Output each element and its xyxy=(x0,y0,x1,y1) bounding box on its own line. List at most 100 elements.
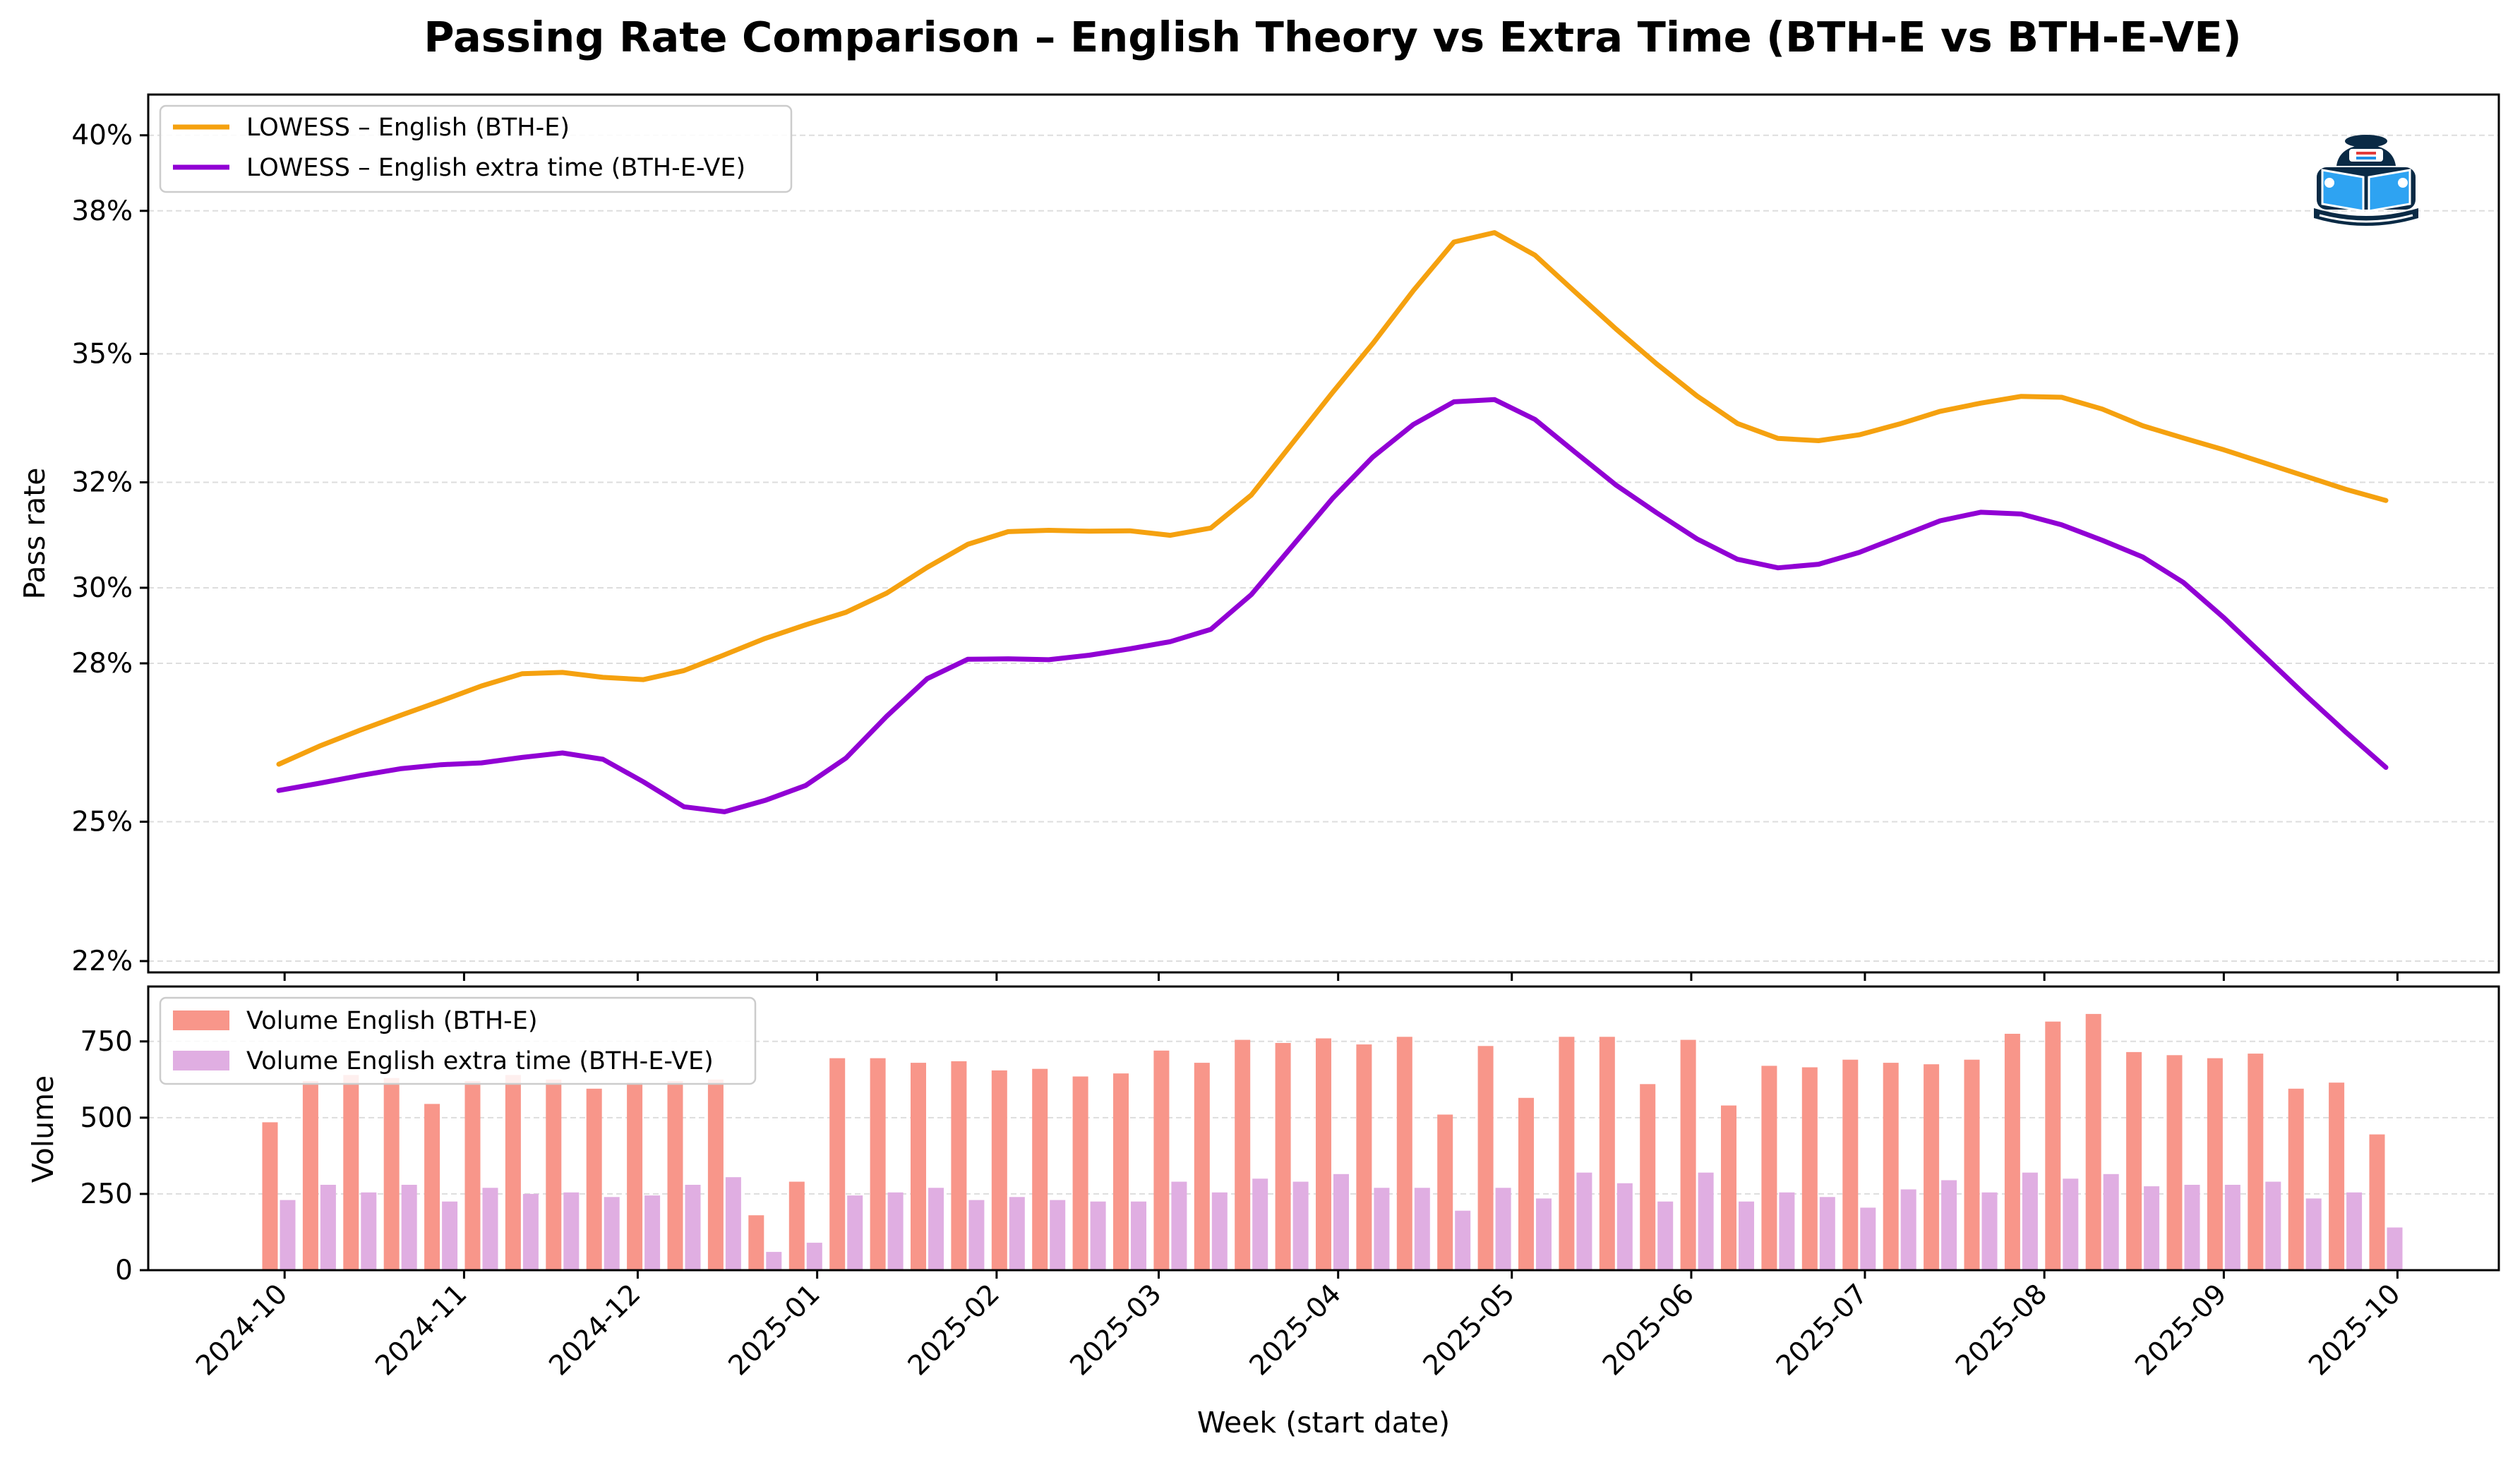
volume-bar-english xyxy=(1761,1066,1777,1270)
volume-bar-english xyxy=(1842,1059,1859,1270)
volume-bar-extra-time xyxy=(1090,1201,1106,1270)
volume-bar-extra-time xyxy=(2265,1181,2281,1270)
volume-bar-english xyxy=(424,1104,440,1270)
pass-rate-axes-frame xyxy=(147,93,2500,974)
volume-bar-english xyxy=(2288,1088,2304,1270)
volume-bar-english xyxy=(748,1215,764,1270)
volume-bar-english xyxy=(262,1122,278,1270)
volume-bar-extra-time xyxy=(482,1188,498,1270)
volume-bar-extra-time xyxy=(2387,1227,2403,1270)
volume-bar-extra-time xyxy=(1779,1192,1795,1270)
volume-bar-english xyxy=(911,1063,926,1270)
x-tick-label: 2024-12 xyxy=(543,1278,647,1382)
volume-y-tick-label: 250 xyxy=(80,1178,133,1210)
x-tick-label: 2025-07 xyxy=(1770,1278,1874,1382)
volume-y-tick-label: 750 xyxy=(80,1026,133,1058)
volume-bar-extra-time xyxy=(1292,1181,1309,1270)
volume-y-tick-label: 500 xyxy=(80,1102,133,1134)
volume-bars xyxy=(262,1013,2403,1270)
volume-bar-extra-time xyxy=(2305,1198,2322,1270)
pass-rate-lines xyxy=(276,230,2389,814)
volume-bar-extra-time xyxy=(1941,1180,1957,1270)
volume-bar-extra-time xyxy=(968,1200,985,1270)
volume-bar-extra-time xyxy=(1616,1183,1633,1270)
volume-bar-extra-time xyxy=(928,1188,944,1270)
volume-bar-english xyxy=(2248,1054,2264,1270)
volume-bar-extra-time xyxy=(1009,1197,1025,1270)
volume-bar-english xyxy=(2004,1034,2020,1270)
volume-bar-extra-time xyxy=(1374,1188,1390,1270)
volume-bar-english xyxy=(1316,1038,1331,1270)
volume-bar-extra-time xyxy=(1657,1201,1674,1270)
volume-bar-extra-time xyxy=(1455,1210,1471,1270)
volume-bar-english xyxy=(707,1079,724,1270)
volume-bar-english xyxy=(1801,1067,1818,1270)
pass-rate-y-tick-label: 32% xyxy=(71,467,133,499)
volume-bar-english xyxy=(1275,1043,1291,1270)
volume-bar-extra-time xyxy=(361,1192,377,1270)
volume-axes-frame xyxy=(147,985,2500,1272)
x-tick-label: 2025-08 xyxy=(1950,1278,2053,1382)
volume-bar-extra-time xyxy=(1252,1178,1268,1270)
volume-bar-english xyxy=(2045,1021,2061,1270)
volume-bar-english xyxy=(1477,1046,1494,1270)
volume-bar-english xyxy=(1640,1084,1656,1270)
volume-bar-english xyxy=(302,1081,318,1270)
volume-bar-english xyxy=(1559,1037,1575,1270)
x-tick-label: 2025-10 xyxy=(2303,1278,2406,1382)
volume-bar-english xyxy=(1680,1039,1696,1270)
volume-bar-english xyxy=(991,1070,1007,1270)
volume-bar-extra-time xyxy=(1050,1200,1066,1270)
volume-bar-extra-time xyxy=(2224,1185,2240,1270)
volume-bar-extra-time xyxy=(2063,1178,2079,1270)
volume-bar-extra-time xyxy=(1536,1198,1552,1270)
volume-bar-english xyxy=(1721,1105,1736,1270)
volume-bar-extra-time xyxy=(522,1193,539,1270)
volume-bar-english xyxy=(1599,1037,1615,1270)
pass-rate-y-tick-label: 28% xyxy=(71,648,133,680)
x-tick-label: 2024-10 xyxy=(190,1278,294,1382)
volume-bar-extra-time xyxy=(563,1192,580,1270)
volume-bar-english xyxy=(870,1058,886,1270)
volume-bar-english xyxy=(1964,1059,1980,1270)
volume-bar-extra-time xyxy=(2346,1192,2363,1270)
volume-bar-extra-time xyxy=(1211,1192,1228,1270)
pass-rate-y-tick-label: 35% xyxy=(71,338,133,370)
volume-bar-english xyxy=(951,1061,967,1270)
volume-bar-extra-time xyxy=(1414,1188,1430,1270)
volume-bar-english xyxy=(2207,1058,2223,1270)
volume-bar-extra-time xyxy=(1981,1192,1998,1270)
volume-bar-english xyxy=(2166,1055,2183,1270)
volume-bar-english xyxy=(788,1181,805,1270)
x-tick-label: 2025-02 xyxy=(902,1278,1006,1382)
volume-bar-extra-time xyxy=(1819,1197,1835,1270)
volume-bar-extra-time xyxy=(442,1201,458,1270)
x-tick-label: 2025-03 xyxy=(1064,1278,1168,1382)
legend-label-extra-line: LOWESS – English extra time (BTH-E-VE) xyxy=(246,154,745,182)
pass-rate-legend: LOWESS – English (BTH-E) LOWESS – Englis… xyxy=(159,104,793,193)
volume-bar-extra-time xyxy=(2022,1172,2038,1270)
pass-rate-y-tick-label: 22% xyxy=(71,946,133,977)
volume-bar-extra-time xyxy=(685,1185,701,1270)
x-tick-label: 2025-04 xyxy=(1244,1278,1348,1382)
pass-rate-y-axis-label: Pass rate xyxy=(18,467,52,599)
volume-bar-extra-time xyxy=(806,1243,822,1270)
volume-bar-english xyxy=(586,1088,602,1270)
volume-bar-extra-time xyxy=(644,1195,661,1270)
pass-rate-panel: 22% 25% 28% 30% 32% 35% 38% 40% Pass rate LOWES… xyxy=(18,93,2500,981)
pass-rate-y-tick-label: 25% xyxy=(71,806,133,838)
x-tick-label: 2025-05 xyxy=(1417,1278,1521,1382)
pass-rate-y-tick-label: 38% xyxy=(71,195,133,227)
volume-bar-extra-time xyxy=(1131,1201,1146,1270)
volume-bar-extra-time xyxy=(1739,1201,1754,1270)
volume-bar-english xyxy=(2369,1134,2385,1270)
volume-bar-english xyxy=(1113,1073,1129,1270)
volume-y-axis-label: Volume xyxy=(26,1075,60,1183)
volume-bar-english xyxy=(1924,1064,1940,1270)
volume-bar-english xyxy=(1437,1114,1453,1270)
volume-bar-extra-time xyxy=(2103,1174,2119,1270)
volume-legend-box xyxy=(159,996,757,1085)
english-lowess-line xyxy=(276,230,2389,767)
volume-bar-extra-time xyxy=(320,1185,336,1270)
x-tick-label: 2025-09 xyxy=(2129,1278,2233,1382)
